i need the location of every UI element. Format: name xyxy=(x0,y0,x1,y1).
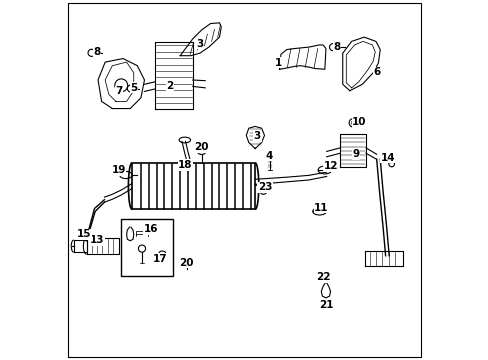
Text: 3: 3 xyxy=(253,131,261,141)
Text: 14: 14 xyxy=(380,153,395,163)
Text: 15: 15 xyxy=(77,229,92,239)
Text: 4: 4 xyxy=(264,151,272,161)
Text: 17: 17 xyxy=(153,253,167,264)
Text: 2: 2 xyxy=(166,81,173,91)
Text: 13: 13 xyxy=(90,235,104,245)
Text: 21: 21 xyxy=(318,300,332,310)
Text: 11: 11 xyxy=(313,203,328,213)
Text: 3: 3 xyxy=(196,39,203,49)
Text: 12: 12 xyxy=(323,161,338,171)
Text: 1: 1 xyxy=(274,58,282,68)
Text: 18: 18 xyxy=(178,160,192,170)
Text: 19: 19 xyxy=(111,165,126,175)
Text: 9: 9 xyxy=(352,149,359,159)
Text: 23: 23 xyxy=(258,182,272,192)
Text: 7: 7 xyxy=(115,86,122,96)
Text: 20: 20 xyxy=(179,258,193,268)
Text: 6: 6 xyxy=(373,67,380,77)
Bar xyxy=(121,219,173,276)
Text: 22: 22 xyxy=(315,272,330,282)
Text: 8: 8 xyxy=(332,42,340,52)
Text: 16: 16 xyxy=(143,224,158,234)
Text: 8: 8 xyxy=(94,47,101,57)
Text: 20: 20 xyxy=(193,142,208,152)
Text: 5: 5 xyxy=(130,83,137,93)
Text: 10: 10 xyxy=(351,117,366,127)
